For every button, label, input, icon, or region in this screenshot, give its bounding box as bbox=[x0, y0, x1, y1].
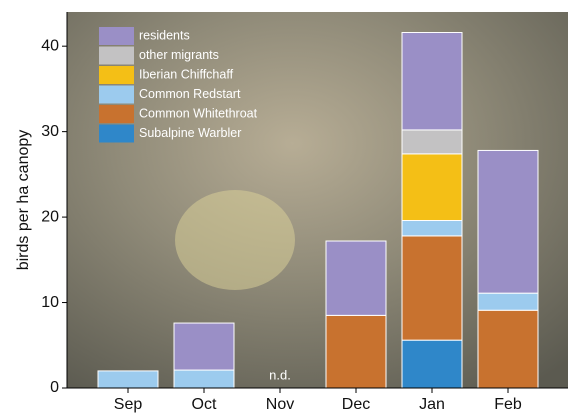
y-tick-label: 20 bbox=[41, 208, 59, 225]
legend-label: Subalpine Warbler bbox=[139, 126, 241, 140]
bar-segment bbox=[401, 339, 463, 389]
bar-segment bbox=[477, 292, 539, 311]
flower bbox=[175, 190, 295, 290]
bar-segment bbox=[173, 322, 235, 371]
legend-swatch bbox=[99, 27, 134, 45]
annotation: n.d. bbox=[269, 367, 291, 382]
bar-segment bbox=[325, 314, 387, 389]
bar-segment bbox=[97, 370, 159, 389]
legend-swatch bbox=[99, 124, 134, 143]
x-tick-label: Dec bbox=[342, 396, 370, 413]
legend-label: Iberian Chiffchaff bbox=[139, 67, 234, 81]
x-tick-label: Oct bbox=[192, 396, 217, 413]
legend-label: other migrants bbox=[139, 48, 219, 62]
x-tick-label: Jan bbox=[419, 396, 445, 413]
legend-swatch bbox=[99, 85, 134, 104]
bar-segment bbox=[401, 235, 463, 341]
bar-segment bbox=[477, 309, 539, 389]
y-tick-label: 0 bbox=[50, 379, 59, 396]
bar-segment bbox=[401, 220, 463, 237]
bar-segment bbox=[477, 149, 539, 294]
legend-swatch bbox=[99, 105, 134, 123]
legend-label: Common Redstart bbox=[139, 87, 241, 101]
y-tick-label: 10 bbox=[41, 294, 59, 311]
bar-segment bbox=[173, 369, 235, 389]
bar-segment bbox=[401, 32, 463, 131]
legend-label: residents bbox=[139, 28, 190, 42]
x-tick-label: Sep bbox=[114, 396, 143, 413]
bar-segment bbox=[325, 240, 387, 316]
legend-swatch bbox=[99, 46, 134, 65]
bar-segment bbox=[401, 129, 463, 155]
y-axis-label: birds per ha canopy bbox=[15, 130, 32, 271]
y-tick-label: 30 bbox=[41, 123, 59, 140]
bar-segment bbox=[401, 153, 463, 222]
legend-label: Common Whitethroat bbox=[139, 106, 258, 120]
x-tick-label: Nov bbox=[266, 396, 294, 413]
x-tick-label: Feb bbox=[494, 396, 522, 413]
y-tick-label: 40 bbox=[41, 37, 59, 54]
legend-swatch bbox=[99, 66, 134, 84]
